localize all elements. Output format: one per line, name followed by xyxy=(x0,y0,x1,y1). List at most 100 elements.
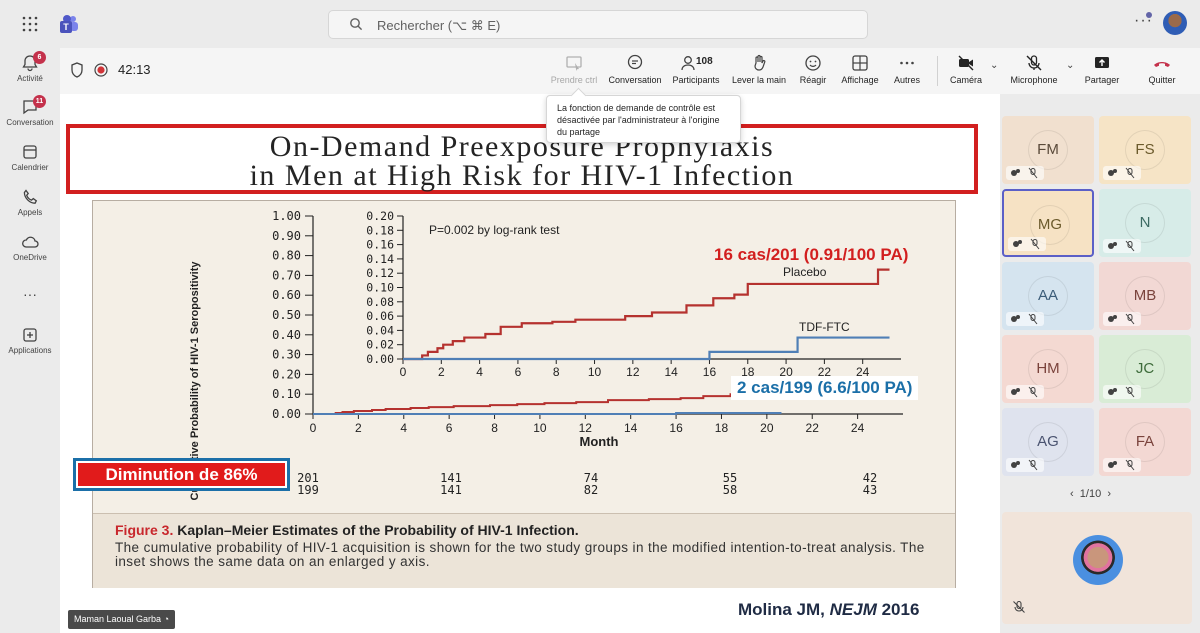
shield-icon[interactable] xyxy=(70,62,84,78)
risk-value: 141 xyxy=(440,471,462,485)
participant-initials: N xyxy=(1125,203,1165,243)
participant-tile[interactable]: MB xyxy=(1099,262,1191,330)
inset-x-tick-label: 12 xyxy=(626,365,640,379)
rail-label: Conversation xyxy=(6,118,54,127)
more-label: Autres xyxy=(893,75,920,85)
presenter-name-tag: Maman Laoual Garba ◔ xyxy=(68,610,176,629)
inset-x-tick-label: 8 xyxy=(553,365,560,379)
view-label: Affichage xyxy=(841,75,879,85)
app-launcher-icon[interactable] xyxy=(22,16,38,32)
main-x-tick-label: 20 xyxy=(760,421,774,435)
participant-status-icons xyxy=(1008,237,1046,251)
inset-y-tick-label: 0.02 xyxy=(366,338,394,352)
main-y-tick-label: 0.30 xyxy=(272,348,301,362)
risk-value: 141 xyxy=(440,483,462,497)
participants-button[interactable]: 108 Participants xyxy=(668,52,724,92)
more-icon xyxy=(900,61,914,65)
inset-x-tick-label: 0 xyxy=(400,365,407,379)
participant-tile[interactable]: AA xyxy=(1002,262,1094,330)
participant-status-icons xyxy=(1006,458,1044,472)
prev-page-icon[interactable]: ‹ xyxy=(1070,488,1074,500)
mic-options-chevron-icon[interactable]: ⌄ xyxy=(1066,60,1075,71)
camera-options-chevron-icon[interactable]: ⌄ xyxy=(990,60,999,71)
inset-y-tick-label: 0.08 xyxy=(366,295,394,309)
main-x-tick-label: 14 xyxy=(624,421,638,435)
inset-y-tick-label: 0.18 xyxy=(366,223,394,237)
raise-hand-button[interactable]: Lever la main xyxy=(728,52,790,92)
top-bar: T Rechercher (⌥ ⌘ E) ··· xyxy=(0,0,1200,48)
main-y-tick-label: 1.00 xyxy=(272,209,301,223)
main-x-tick-label: 12 xyxy=(579,421,593,435)
risk-value: 43 xyxy=(863,483,877,497)
inset-x-tick-label: 18 xyxy=(741,365,755,379)
inset-y-tick-label: 0.20 xyxy=(366,209,394,223)
risk-value: 55 xyxy=(723,471,737,485)
inset-y-tick-label: 0.00 xyxy=(366,352,394,366)
share-button[interactable]: Partager xyxy=(1080,52,1124,92)
leave-button[interactable]: Quitter xyxy=(1140,52,1184,92)
request-control-label: Prendre ctrl xyxy=(550,75,598,85)
inset-y-tick-label: 0.04 xyxy=(366,323,394,337)
meeting-toolbar: 42:13 Prendre ctrl Conversation 108 Part… xyxy=(60,48,1200,94)
more-button[interactable]: Autres xyxy=(888,52,926,92)
participant-tile[interactable]: MG xyxy=(1002,189,1094,257)
participant-tile[interactable]: FA xyxy=(1099,408,1191,476)
react-label: Réagir xyxy=(799,75,827,85)
participant-status-icons xyxy=(1103,166,1141,180)
request-control-button[interactable]: Prendre ctrl xyxy=(546,52,602,92)
km-chart: 0.00 0.10 0.20 0.30 0.40 0.50 0.60 0.70 0.80 0.90… xyxy=(189,209,908,501)
add-icon xyxy=(23,328,37,342)
participant-tile[interactable]: HM xyxy=(1002,335,1094,403)
participant-status-icons xyxy=(1103,458,1141,472)
next-page-icon[interactable]: › xyxy=(1107,488,1112,500)
participant-status-icons xyxy=(1006,312,1044,326)
risk-value: 58 xyxy=(723,483,737,497)
rail-item-onedrive[interactable]: OneDrive xyxy=(0,233,60,262)
risk-value: 201 xyxy=(297,471,319,485)
rail-item-activite[interactable]: 6 Activité xyxy=(0,51,60,83)
app-rail: 6 Activité 11 Conversation Calendrier Ap… xyxy=(0,48,60,633)
leave-label: Quitter xyxy=(1148,75,1176,85)
inset-y-tick-label: 0.16 xyxy=(366,238,394,252)
mic-off-icon xyxy=(1013,600,1025,613)
rail-more-icon[interactable]: ··· xyxy=(23,286,37,302)
participant-tile[interactable]: FS xyxy=(1099,116,1191,184)
status-dot xyxy=(1146,12,1152,18)
risk-value: 42 xyxy=(863,471,877,485)
microphone-button[interactable]: Microphone xyxy=(1006,52,1062,92)
rail-item-appels[interactable]: Appels xyxy=(0,188,60,217)
main-y-tick-label: 0.00 xyxy=(272,407,301,421)
participant-tile[interactable]: AG xyxy=(1002,408,1094,476)
toolbar-divider xyxy=(937,56,938,86)
inset-x-tick-label: 6 xyxy=(515,365,522,379)
main-x-tick-label: 0 xyxy=(310,421,317,435)
participant-initials: FA xyxy=(1125,422,1165,462)
camera-off-icon xyxy=(958,55,974,71)
mic-off-icon xyxy=(1026,55,1042,71)
main-y-tick-label: 0.70 xyxy=(272,268,301,282)
main-x-tick-label: 22 xyxy=(806,421,820,435)
participant-initials: HM xyxy=(1028,349,1068,389)
view-button[interactable]: Affichage xyxy=(836,52,884,92)
avatar[interactable] xyxy=(1163,11,1187,35)
main-series-tdfftc xyxy=(313,412,782,415)
react-button[interactable]: Réagir xyxy=(794,52,832,92)
participant-tile[interactable]: JC xyxy=(1099,335,1191,403)
participant-initials: AA xyxy=(1028,276,1068,316)
main-y-tick-label: 0.20 xyxy=(272,367,301,381)
citation-journal: NEJM xyxy=(829,600,877,619)
conversation-button[interactable]: Conversation xyxy=(606,52,664,92)
citation-year: 2016 xyxy=(876,600,920,619)
rail-item-calendrier[interactable]: Calendrier xyxy=(0,143,60,172)
camera-button[interactable]: Caméra xyxy=(944,52,988,92)
inset-x-tick-label: 20 xyxy=(779,365,793,379)
participant-tile[interactable]: FM xyxy=(1002,116,1094,184)
inset-y-tick-label: 0.10 xyxy=(366,281,394,295)
rail-item-applications[interactable]: Applications xyxy=(0,326,60,355)
reduction-callout: Diminution de 86% xyxy=(73,458,290,491)
participant-tile[interactable]: N xyxy=(1099,189,1191,257)
rail-item-conversation[interactable]: 11 Conversation xyxy=(0,95,60,127)
inset-x-tick-label: 14 xyxy=(664,365,678,379)
self-video-tile[interactable] xyxy=(1002,512,1192,624)
search-input[interactable]: Rechercher (⌥ ⌘ E) xyxy=(328,10,868,39)
